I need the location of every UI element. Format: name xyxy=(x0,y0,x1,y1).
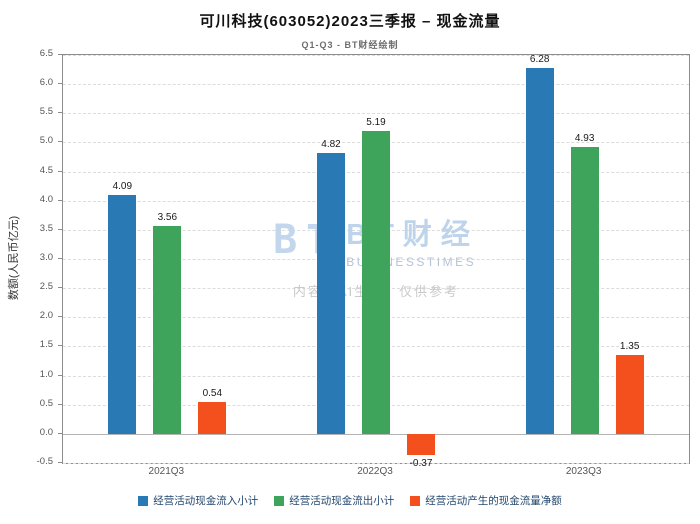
legend-swatch xyxy=(274,495,285,506)
bar-2021Q3-经营活动产生的现金流量净额 xyxy=(198,402,227,434)
bars-layer: 4.09 3.56 0.54 4.82 5.19 -0.37 6.28 4.93 1.35 xyxy=(63,53,689,469)
y-tick-mark xyxy=(58,83,62,85)
y-axis-ticks: -0.5 0.0 0.5 1.0 1.5 2.0 2.5 3.0 3.5 4.0 4.5 5.0 5.5… xyxy=(0,48,62,467)
y-tick-label: 5.0 xyxy=(39,135,53,147)
bar-2023Q3-经营活动现金流出小计 xyxy=(570,146,599,434)
chart-title: 可川科技(603052)2023三季报 – 现金流量 xyxy=(199,13,501,30)
x-axis-labels: 2021Q3 2022Q3 2023Q3 xyxy=(62,466,688,482)
legend-swatch xyxy=(138,495,149,506)
bar-2021Q3-经营活动现金流出小计 xyxy=(153,226,182,434)
y-tick-mark xyxy=(58,141,62,143)
bar-value-label: -0.37 xyxy=(409,458,433,470)
bar-value-label: 4.93 xyxy=(574,132,595,144)
y-tick-label: 2.5 xyxy=(39,281,53,293)
y-tick-mark xyxy=(58,112,62,114)
y-tick-label: 3.0 xyxy=(39,252,53,263)
bar-value-label: 6.28 xyxy=(529,53,550,65)
legend-swatch xyxy=(410,495,421,506)
y-tick-label: 3.5 xyxy=(39,222,53,234)
chart-subtitle: Q1-Q3 - BT财经绘制 xyxy=(301,40,399,50)
y-tick-label: 6.5 xyxy=(39,48,53,59)
bar-2023Q3-经营活动现金流入小计 xyxy=(525,67,554,434)
y-tick-mark xyxy=(58,374,62,376)
legend-item: 经营活动现金流入小计 xyxy=(138,493,258,508)
y-tick-label: 2.0 xyxy=(39,310,53,322)
bar-value-label: 0.54 xyxy=(202,388,223,400)
bar-2022Q3-经营活动产生的现金流量净额 xyxy=(407,433,435,456)
legend-label: 经营活动产生的现金流量净额 xyxy=(425,495,562,507)
y-tick-mark xyxy=(58,258,62,259)
y-tick-mark xyxy=(58,54,62,55)
y-tick-label: -0.5 xyxy=(36,456,53,467)
y-tick-mark xyxy=(58,462,62,463)
bar-value-label: 4.82 xyxy=(321,138,341,150)
bar-2023Q3-经营活动产生的现金流量净额 xyxy=(615,355,644,434)
y-tick-label: 5.5 xyxy=(39,106,53,118)
gridline xyxy=(63,463,689,464)
chart-area: 数额(人民币亿元) -0.5 0.0 0.5 1.0 1.5 2.0 2.5 3.0 3.5 4.… xyxy=(0,48,700,484)
y-tick-label: 4.0 xyxy=(39,193,53,205)
chart-header: 可川科技(603052)2023三季报 – 现金流量 Q1-Q3 - BT财经绘… xyxy=(0,0,700,51)
bar-value-label: 4.09 xyxy=(112,181,133,193)
y-tick-mark xyxy=(58,228,62,230)
bar-value-label: 3.56 xyxy=(157,212,178,224)
plot-area: BT BT财经 BUSINESSTIMES 内容由AI生成，仅供参考 4.093… xyxy=(62,53,690,469)
y-tick-mark xyxy=(58,432,62,434)
y-tick-label: 1.0 xyxy=(39,368,53,380)
y-tick-mark xyxy=(58,170,62,172)
bar-2021Q3-经营活动现金流入小计 xyxy=(108,195,137,434)
y-tick-label: 4.5 xyxy=(39,164,53,176)
y-tick-label: 0.5 xyxy=(39,397,53,409)
y-tick-mark xyxy=(58,316,62,318)
y-tick-label: 0.0 xyxy=(39,426,53,438)
y-tick-mark xyxy=(58,345,62,347)
y-tick-mark xyxy=(58,199,62,201)
legend-label: 经营活动现金流入小计 xyxy=(153,495,259,507)
y-tick-label: 1.5 xyxy=(39,339,53,351)
bar-value-label: 1.35 xyxy=(619,341,640,353)
gridline xyxy=(63,433,689,435)
bar-2022Q3-经营活动现金流出小计 xyxy=(362,131,390,434)
x-category-label: 2023Q3 xyxy=(565,466,602,477)
legend-label: 经营活动现金流出小计 xyxy=(289,495,395,507)
legend: 经营活动现金流入小计 经营活动现金流出小计 经营活动产生的现金流量净额 xyxy=(0,493,700,508)
legend-item: 经营活动产生的现金流量净额 xyxy=(410,493,562,508)
bar-2022Q3-经营活动现金流入小计 xyxy=(317,152,345,434)
gridline xyxy=(63,55,689,56)
x-category-label: 2021Q3 xyxy=(148,466,185,477)
legend-item: 经营活动现金流出小计 xyxy=(274,493,394,508)
gridline xyxy=(63,113,689,115)
y-tick-mark xyxy=(58,287,62,289)
bar-value-label: 5.19 xyxy=(366,117,386,129)
gridline xyxy=(63,84,689,86)
x-category-label: 2022Q3 xyxy=(357,466,393,477)
y-tick-label: 6.0 xyxy=(39,77,53,89)
y-tick-mark xyxy=(58,403,62,405)
